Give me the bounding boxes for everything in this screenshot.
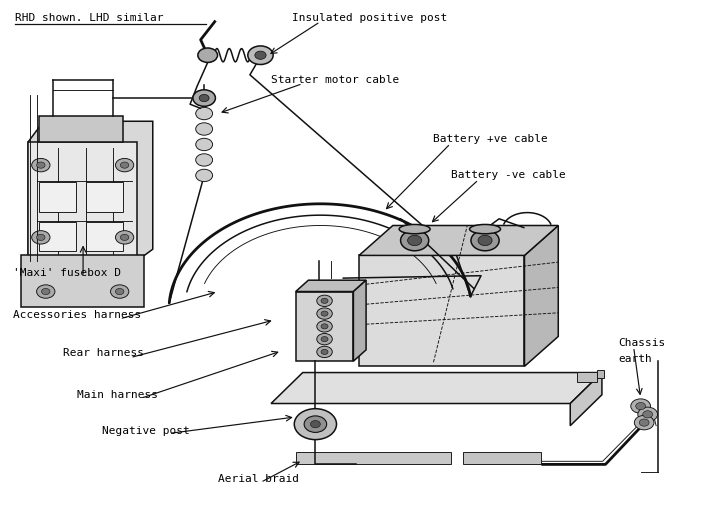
Circle shape <box>120 234 129 240</box>
Text: Rear harness: Rear harness <box>63 348 144 359</box>
Bar <box>597 370 604 378</box>
Circle shape <box>317 321 332 332</box>
Circle shape <box>115 288 124 295</box>
Ellipse shape <box>470 224 501 234</box>
Text: Starter motor cable: Starter motor cable <box>271 75 399 85</box>
Bar <box>577 372 597 382</box>
Circle shape <box>32 231 50 244</box>
Circle shape <box>115 231 134 244</box>
Polygon shape <box>359 225 558 255</box>
Circle shape <box>643 411 653 418</box>
Circle shape <box>321 298 328 303</box>
Circle shape <box>471 230 499 251</box>
Circle shape <box>255 51 266 59</box>
Circle shape <box>37 162 45 168</box>
Circle shape <box>37 285 55 298</box>
Circle shape <box>317 308 332 319</box>
Text: RHD shown. LHD similar: RHD shown. LHD similar <box>15 13 164 23</box>
Circle shape <box>198 48 218 62</box>
Circle shape <box>120 162 129 168</box>
Bar <box>39 222 76 251</box>
Circle shape <box>196 169 213 182</box>
Text: Battery +ve cable: Battery +ve cable <box>433 134 548 144</box>
Circle shape <box>317 295 332 307</box>
Polygon shape <box>28 121 153 261</box>
Circle shape <box>115 158 134 172</box>
Circle shape <box>401 230 429 251</box>
Polygon shape <box>524 225 558 366</box>
Bar <box>39 182 76 212</box>
Circle shape <box>248 46 273 64</box>
Text: Insulated positive post: Insulated positive post <box>292 13 448 23</box>
Circle shape <box>634 415 654 430</box>
Circle shape <box>321 311 328 316</box>
Text: Battery -ve cable: Battery -ve cable <box>451 170 565 181</box>
Text: Chassis: Chassis <box>618 338 665 348</box>
Polygon shape <box>296 280 366 292</box>
Circle shape <box>317 346 332 358</box>
Bar <box>39 116 123 142</box>
Bar <box>21 255 144 307</box>
Text: Main harness: Main harness <box>77 390 158 400</box>
Circle shape <box>639 419 649 426</box>
Text: earth: earth <box>618 353 652 364</box>
Text: 'Maxi' fusebox D: 'Maxi' fusebox D <box>13 268 120 279</box>
Bar <box>359 255 524 366</box>
Polygon shape <box>570 373 602 426</box>
Bar <box>296 452 451 464</box>
Bar <box>28 142 137 261</box>
Circle shape <box>310 421 320 428</box>
Polygon shape <box>271 373 602 404</box>
Circle shape <box>196 107 213 120</box>
Circle shape <box>317 333 332 345</box>
Text: Negative post: Negative post <box>102 426 190 436</box>
Circle shape <box>193 90 215 106</box>
Text: Accessories harness: Accessories harness <box>13 310 141 320</box>
Circle shape <box>478 235 492 246</box>
Bar <box>86 222 123 251</box>
Circle shape <box>638 407 658 422</box>
Ellipse shape <box>399 224 430 234</box>
Circle shape <box>37 234 45 240</box>
Circle shape <box>196 154 213 166</box>
Bar <box>86 182 123 212</box>
Circle shape <box>294 409 337 440</box>
Text: Aerial braid: Aerial braid <box>218 474 299 484</box>
Circle shape <box>304 416 327 432</box>
Bar <box>296 292 353 361</box>
Polygon shape <box>353 280 366 361</box>
Circle shape <box>32 158 50 172</box>
Bar <box>463 452 541 464</box>
Circle shape <box>42 288 50 295</box>
Circle shape <box>321 336 328 342</box>
Circle shape <box>321 324 328 329</box>
Circle shape <box>199 94 209 102</box>
Circle shape <box>196 123 213 135</box>
Circle shape <box>196 138 213 151</box>
Circle shape <box>631 399 650 413</box>
Circle shape <box>408 235 422 246</box>
Circle shape <box>111 285 129 298</box>
Circle shape <box>636 402 646 410</box>
Circle shape <box>321 349 328 354</box>
